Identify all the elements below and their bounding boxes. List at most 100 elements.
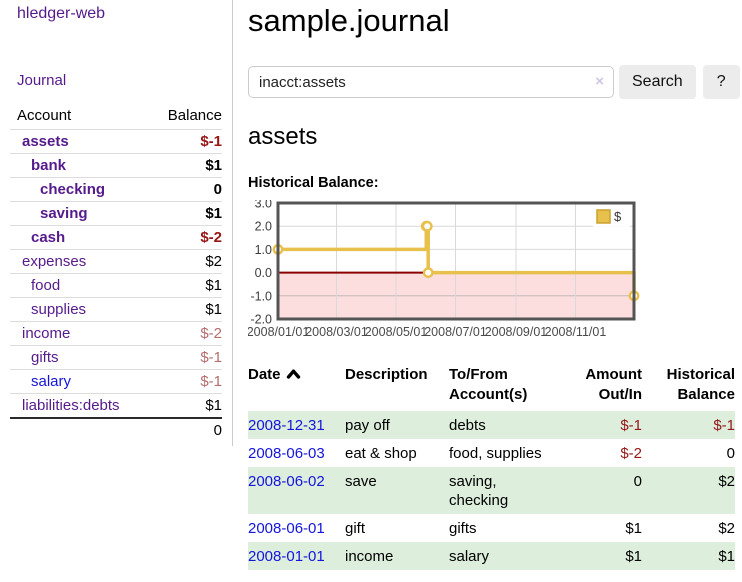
transaction-balance: $2 [642,467,735,514]
accounts-table-body: assets $-1 bank $1 checking 0 saving $1 … [10,129,222,418]
register-row: 2008-12-31 pay off debts $-1 $-1 [248,411,735,439]
accounts-total-value: 0 [151,417,222,442]
account-balance: $2 [151,249,222,274]
register-row: 2008-06-02 save saving, checking 0 $2 [248,467,735,514]
transaction-date-link[interactable]: 2008-06-03 [248,444,325,462]
account-link[interactable]: supplies [31,300,87,318]
register-col-date[interactable]: Date [248,363,345,411]
help-button[interactable]: ? [702,65,740,99]
legend-swatch-icon [596,209,611,224]
main-panel: sample.journal × Search ? assets Histori… [248,0,740,570]
y-tick-label: -2.0 [250,313,272,327]
sidebar-item-journal[interactable]: Journal [17,72,67,89]
sidebar-divider [232,0,233,446]
account-balance: $-1 [151,345,222,370]
account-row: checking 0 [10,177,222,202]
x-tick-label: 2008/01/01 [248,325,309,339]
account-row: food $1 [10,273,222,298]
accounts-col-balance: Balance [167,107,222,124]
account-link[interactable]: assets [22,132,69,150]
account-link[interactable]: food [31,276,61,294]
account-link[interactable]: cash [31,228,66,246]
register-col-description: Description [345,366,428,383]
accounts-total-row: 0 [10,417,222,442]
transaction-accounts: food, supplies [449,444,542,462]
transaction-description: pay off [345,411,449,439]
data-point [422,267,434,279]
transaction-description: eat & shop [345,444,417,462]
x-tick-label: 2008/07/01 [424,325,487,339]
register-row: 2008-06-03 eat & shop food, supplies $-2… [248,439,735,467]
register-col-amount-out-in: Amount Out/In [585,366,642,403]
account-link[interactable]: gifts [31,348,59,366]
account-link[interactable]: expenses [22,252,87,270]
accounts-col-account: Account [17,107,72,124]
account-balance: $1 [151,273,222,298]
account-balance: $-1 [151,129,222,154]
transaction-description: save [345,467,449,514]
register-col-to-from-account-s-: To/From Account(s) [449,366,528,403]
account-balance: $1 [151,297,222,322]
search-input[interactable] [248,66,614,98]
y-tick-label: 0.0 [255,266,272,280]
account-balance: $1 [151,393,222,418]
y-tick-label: 3.0 [255,200,272,211]
account-row: expenses $2 [10,249,222,274]
sidebar: hledger-web Journal Account Balance asse… [0,0,232,442]
x-tick-label: 2008/03/01 [305,325,368,339]
account-row: saving $1 [10,201,222,226]
account-row: supplies $1 [10,297,222,322]
account-balance: $-1 [151,369,222,394]
transaction-amount: $1 [625,519,642,537]
transaction-accounts: debts [449,411,570,439]
transaction-description: gift [345,519,366,537]
register-table: Date Description To/From Account(s) Amount … [248,363,735,570]
account-balance: 0 [151,177,222,202]
transaction-amount: $-2 [620,444,642,462]
account-link[interactable]: income [22,324,71,342]
transaction-accounts: saving, checking [449,467,570,514]
transaction-balance: 0 [726,444,735,462]
account-link[interactable]: bank [31,156,67,174]
transaction-date-link[interactable]: 2008-12-31 [248,416,325,434]
register-table-body: 2008-12-31 pay off debts $-1 $-1 2008-06… [248,411,735,570]
search-button[interactable]: Search [619,65,696,99]
account-row: assets $-1 [10,129,222,154]
x-tick-label: 2008/09/01 [485,325,548,339]
account-link[interactable]: checking [40,180,106,198]
register-row: 2008-06-01 gift gifts $1 $2 [248,514,735,542]
account-row: income $-2 [10,321,222,346]
accounts-table: Account Balance assets $-1 bank $1 check… [10,104,222,442]
register-header-row: Date Description To/From Account(s) Amount … [248,363,735,411]
account-row: salary $-1 [10,369,222,394]
brand-link[interactable]: hledger-web [17,5,106,22]
transaction-amount: 0 [570,467,642,514]
transaction-date-link[interactable]: 2008-06-02 [248,472,325,490]
transaction-balance: $2 [718,519,735,537]
y-tick-label: -1.0 [250,289,272,303]
x-tick-label: 2008/11/01 [545,325,607,339]
search-form: × Search ? [248,64,740,100]
account-link[interactable]: liabilities:debts [22,396,120,414]
plot-border [276,201,636,321]
account-heading: assets [248,123,318,150]
x-tick-label: 2008/05/01 [365,325,428,339]
transaction-accounts: gifts [449,519,477,537]
account-link[interactable]: saving [40,204,88,222]
transaction-date-link[interactable]: 2008-06-01 [248,519,325,537]
data-point [421,220,433,232]
account-balance: $1 [151,201,222,226]
legend-label: $ [614,209,622,224]
account-link[interactable]: salary [31,372,72,390]
clear-search-icon[interactable]: × [595,73,604,90]
account-balance: $-2 [151,321,222,346]
transaction-amount: $1 [570,542,642,570]
register-col-historical-balance: Historical Balance [666,366,735,403]
transaction-accounts: salary [449,542,570,570]
transaction-amount: $-1 [570,411,642,439]
transaction-date-link[interactable]: 2008-01-01 [248,547,325,565]
balance-chart-svg: $3.0 2.0 1.0 0.0 -1.0 -2.02008/01/012008/03/0… [248,200,640,339]
register-row: 2008-01-01 income salary $1 $1 [248,542,735,570]
y-tick-label: 1.0 [255,243,272,257]
transaction-balance: $-1 [642,411,735,439]
